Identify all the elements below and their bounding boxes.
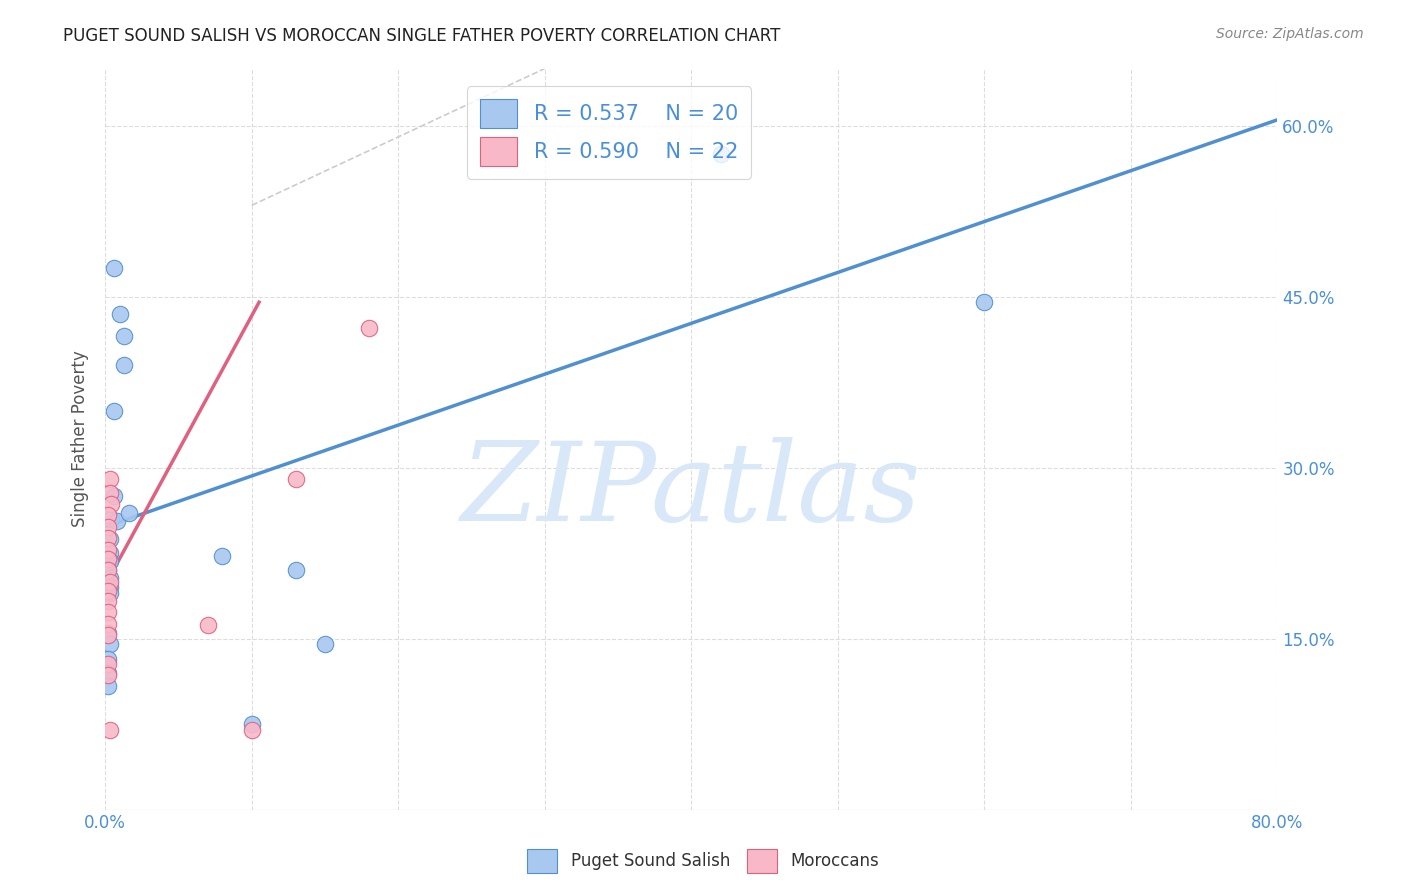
Point bbox=[98, 554, 121, 568]
Point bbox=[98, 574, 121, 589]
Point bbox=[97, 583, 120, 598]
Point bbox=[108, 307, 131, 321]
Y-axis label: Single Father Poverty: Single Father Poverty bbox=[72, 351, 89, 527]
Point bbox=[105, 514, 128, 528]
Point bbox=[98, 472, 121, 486]
Point bbox=[112, 358, 135, 372]
Point bbox=[240, 723, 263, 737]
Point bbox=[97, 657, 120, 671]
Point bbox=[97, 563, 120, 577]
Text: Source: ZipAtlas.com: Source: ZipAtlas.com bbox=[1216, 27, 1364, 41]
Point bbox=[103, 260, 125, 275]
Point bbox=[973, 295, 995, 310]
Point bbox=[98, 546, 121, 560]
Point bbox=[97, 605, 120, 619]
Point bbox=[97, 542, 120, 557]
Point bbox=[97, 551, 120, 566]
Point bbox=[103, 403, 125, 417]
Point bbox=[98, 637, 121, 651]
Point bbox=[98, 586, 121, 600]
Point bbox=[98, 571, 121, 585]
Point bbox=[98, 580, 121, 594]
Point bbox=[97, 625, 120, 640]
Point bbox=[97, 668, 120, 682]
Point bbox=[97, 531, 120, 545]
Point bbox=[97, 594, 120, 608]
Point bbox=[197, 618, 219, 632]
Point bbox=[98, 485, 121, 500]
Point bbox=[97, 563, 120, 577]
Point bbox=[710, 147, 733, 161]
Point bbox=[97, 680, 120, 694]
Point bbox=[100, 512, 122, 526]
Point bbox=[103, 489, 125, 503]
Point bbox=[100, 497, 122, 511]
Point bbox=[240, 717, 263, 731]
Point bbox=[97, 628, 120, 642]
Point bbox=[97, 652, 120, 666]
Legend: Puget Sound Salish, Moroccans: Puget Sound Salish, Moroccans bbox=[520, 842, 886, 880]
Point bbox=[98, 723, 121, 737]
Point bbox=[357, 321, 380, 335]
Point bbox=[112, 329, 135, 343]
Point bbox=[314, 637, 336, 651]
Point bbox=[97, 665, 120, 680]
Point bbox=[211, 549, 233, 564]
Point bbox=[97, 508, 120, 523]
Legend: R = 0.537    N = 20, R = 0.590    N = 22: R = 0.537 N = 20, R = 0.590 N = 22 bbox=[467, 87, 751, 178]
Point bbox=[118, 506, 141, 520]
Point bbox=[98, 533, 121, 547]
Point bbox=[97, 616, 120, 631]
Point bbox=[284, 563, 307, 577]
Point bbox=[284, 472, 307, 486]
Text: ZIPatlas: ZIPatlas bbox=[461, 437, 921, 545]
Text: PUGET SOUND SALISH VS MOROCCAN SINGLE FATHER POVERTY CORRELATION CHART: PUGET SOUND SALISH VS MOROCCAN SINGLE FA… bbox=[63, 27, 780, 45]
Point bbox=[97, 520, 120, 534]
